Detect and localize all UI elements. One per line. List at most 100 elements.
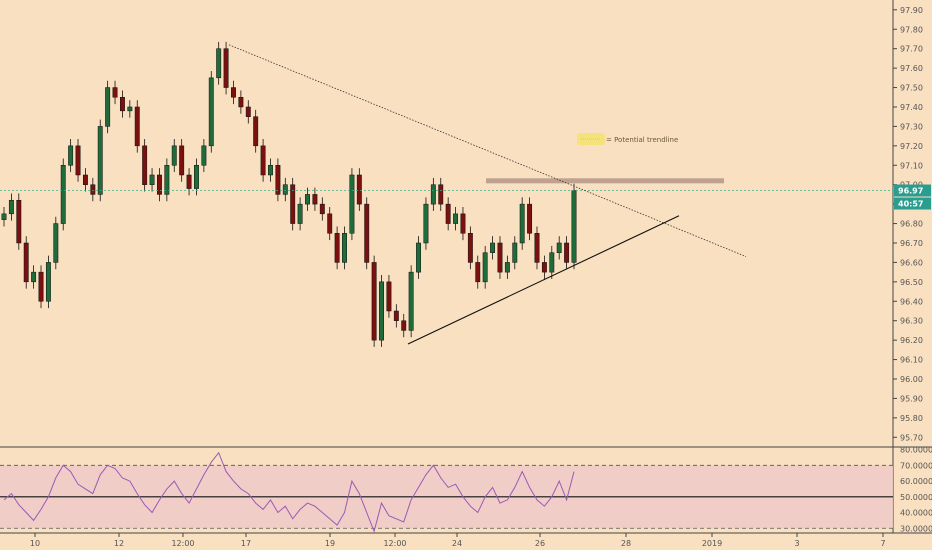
price-tick-label: 96.50 xyxy=(900,278,923,287)
candle-body xyxy=(349,174,355,234)
time-tick-label: 28 xyxy=(621,539,631,548)
candle-body xyxy=(438,184,444,205)
candle-body xyxy=(371,262,377,341)
candle-body xyxy=(245,106,251,117)
candle-body xyxy=(512,242,518,263)
candle-body xyxy=(453,213,459,224)
candle-body xyxy=(60,165,66,224)
price-tick-label: 97.40 xyxy=(900,103,923,112)
price-tick-label: 97.80 xyxy=(900,25,923,34)
candle-body xyxy=(504,262,510,273)
price-tick-label: 95.80 xyxy=(900,414,923,423)
candle-body xyxy=(82,174,88,185)
legend-text: = Potential trendline xyxy=(606,136,678,144)
candle-body xyxy=(386,281,392,312)
price-tick-label: 95.90 xyxy=(900,394,923,403)
candle-body xyxy=(497,242,503,273)
candle-body xyxy=(31,271,37,283)
candle-body xyxy=(393,310,399,321)
candle-body xyxy=(541,262,547,273)
time-tick-label: 12:00 xyxy=(171,539,194,548)
price-tick-label: 97.20 xyxy=(900,142,923,151)
rsi-tick-label: 40.0000 xyxy=(900,509,932,518)
candle-body xyxy=(260,145,266,176)
candle-body xyxy=(186,174,192,189)
countdown-badge xyxy=(894,197,931,210)
candle-body xyxy=(23,242,29,283)
candle-body xyxy=(475,262,481,283)
candle-body xyxy=(519,203,525,244)
candle-body xyxy=(312,194,318,205)
time-tick-label: 2019 xyxy=(702,539,722,548)
candle-body xyxy=(142,145,148,185)
price-tick-label: 96.00 xyxy=(900,375,923,384)
candle-body xyxy=(297,203,303,224)
ascending-trendline[interactable] xyxy=(407,215,680,345)
candle-body xyxy=(564,242,570,263)
candle-body xyxy=(342,233,347,263)
candle-body xyxy=(534,233,540,263)
candle-body xyxy=(179,145,185,176)
candle-body xyxy=(482,252,488,283)
candle-body xyxy=(334,233,340,263)
candle-body xyxy=(1,213,7,220)
candle-body xyxy=(527,203,533,234)
candle-body xyxy=(268,165,273,176)
candle-body xyxy=(238,97,244,108)
rsi-line xyxy=(3,451,575,534)
resistance-zone[interactable] xyxy=(486,178,724,184)
candle-body xyxy=(556,242,562,253)
price-tick-label: 96.10 xyxy=(900,356,923,365)
time-tick-label: 7 xyxy=(880,539,885,548)
price-tick-label: 96.80 xyxy=(900,220,923,229)
time-tick-label: 24 xyxy=(452,539,462,548)
time-tick-label: 3 xyxy=(794,539,799,548)
price-tick-label: 97.90 xyxy=(900,6,923,15)
candle-body xyxy=(90,184,96,195)
candle-body xyxy=(460,213,466,234)
price-tick-label: 97.70 xyxy=(900,45,923,54)
candle-body xyxy=(97,126,103,195)
candle-body xyxy=(223,48,229,88)
candle-body xyxy=(112,87,118,98)
candle-body xyxy=(134,106,140,147)
countdown-badge-text: 40:57 xyxy=(898,200,923,209)
time-tick-label: 17 xyxy=(241,539,251,548)
candle-body xyxy=(201,145,207,166)
candle-body xyxy=(149,174,155,185)
candle-body xyxy=(490,242,496,253)
time-tick-label: 19 xyxy=(325,539,335,548)
candle-body xyxy=(105,87,111,127)
candle-body xyxy=(319,203,325,215)
candle-body xyxy=(549,252,555,273)
candle-body xyxy=(253,116,259,147)
last-price-badge-text: 96.97 xyxy=(898,187,923,196)
candle-body xyxy=(379,281,384,341)
candle-body xyxy=(430,184,436,205)
candle-body xyxy=(157,174,162,195)
candle-body xyxy=(282,184,288,195)
time-tick-label: 26 xyxy=(535,539,545,548)
candle-body xyxy=(275,165,281,195)
descending-trendline[interactable] xyxy=(228,44,747,257)
candle-body xyxy=(164,165,170,195)
candle-body xyxy=(8,199,14,215)
rsi-tick-label: 80.0000 xyxy=(900,446,932,455)
price-tick-label: 97.30 xyxy=(900,122,923,131)
candle-body xyxy=(231,87,236,98)
price-tick-label: 96.30 xyxy=(900,317,923,326)
candle-body xyxy=(467,233,473,263)
candle-body xyxy=(305,194,310,205)
candle-body xyxy=(423,203,429,244)
time-tick-label: 12 xyxy=(114,539,124,548)
rsi-tick-label: 30.0000 xyxy=(900,524,932,533)
candle-body xyxy=(68,145,74,166)
time-tick-label: 10 xyxy=(30,539,40,548)
candle-body xyxy=(290,184,296,224)
candle-body xyxy=(127,106,133,112)
candle-body xyxy=(327,213,333,234)
candle-body xyxy=(401,320,407,331)
price-tick-label: 97.60 xyxy=(900,64,923,73)
last-price-badge xyxy=(894,184,931,197)
